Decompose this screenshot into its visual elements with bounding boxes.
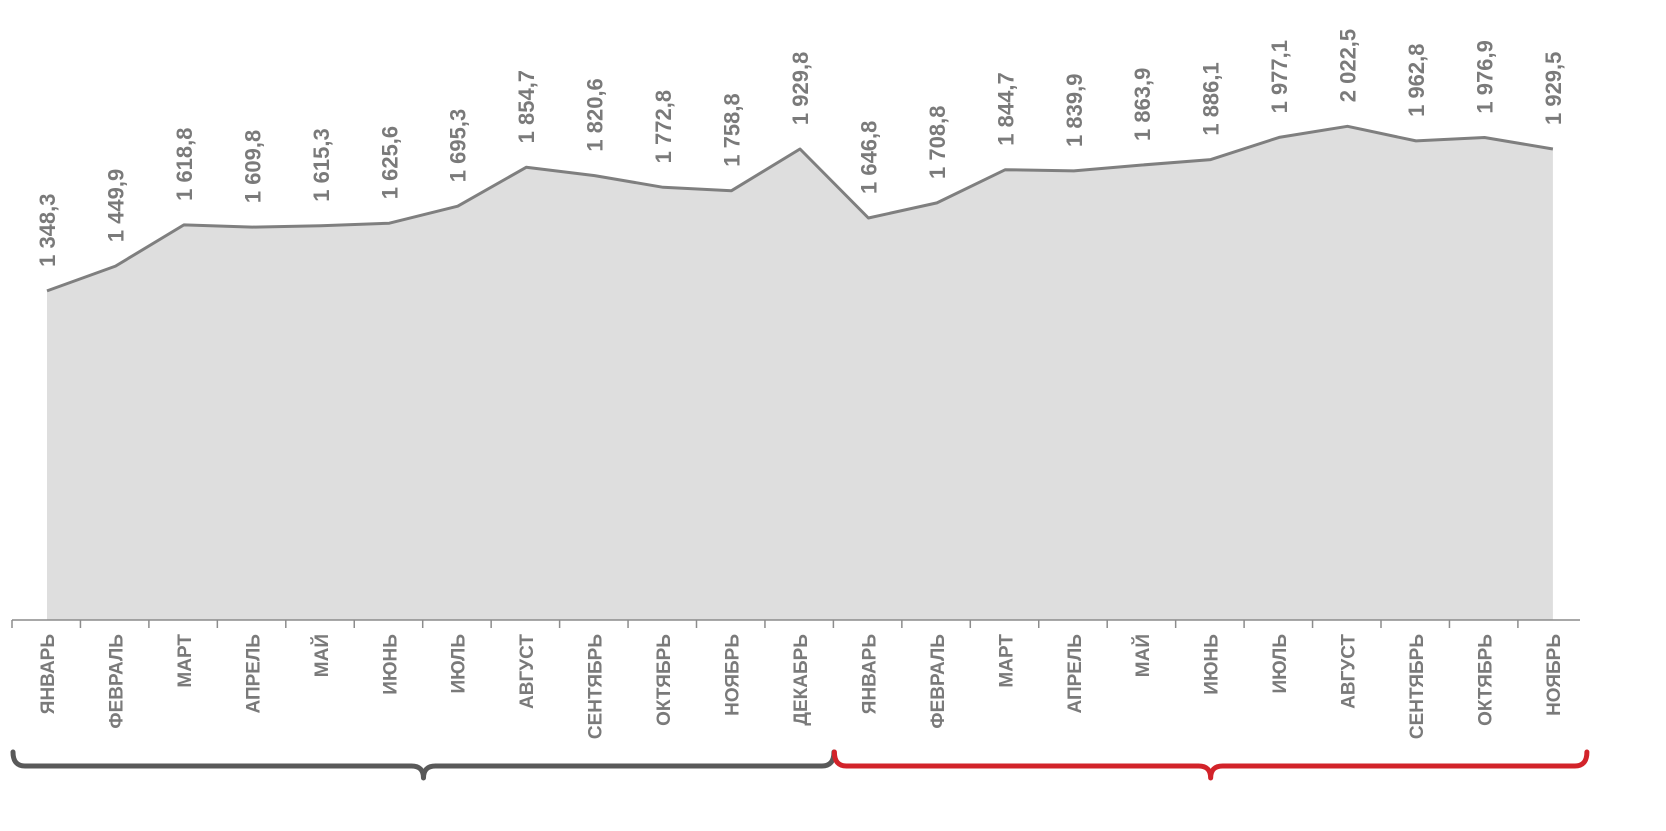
x-tick-label: СЕНТЯБРЬ bbox=[586, 634, 607, 739]
area-fill bbox=[47, 126, 1553, 621]
x-tick-label: ФЕВРАЛЬ bbox=[928, 634, 949, 729]
data-label: 1 929,5 bbox=[1541, 52, 1566, 125]
x-tick-label: НОЯБРЬ bbox=[723, 634, 744, 716]
data-label: 1 977,1 bbox=[1267, 40, 1292, 113]
x-tick-label: МАРТ bbox=[175, 634, 196, 688]
data-label: 1 449,9 bbox=[103, 169, 128, 242]
data-label: 1 820,6 bbox=[583, 78, 608, 151]
year-group-brace bbox=[831, 749, 1590, 781]
data-label: 1 962,8 bbox=[1404, 43, 1429, 116]
data-label: 1 618,8 bbox=[172, 127, 197, 200]
x-tick-label: НОЯБРЬ bbox=[1544, 634, 1565, 716]
data-label: 1 854,7 bbox=[514, 70, 539, 143]
x-tick-label: ЯНВАРЬ bbox=[859, 634, 880, 714]
x-tick-label: ФЕВРАЛЬ bbox=[107, 634, 128, 729]
data-label: 1 758,8 bbox=[719, 93, 744, 166]
x-tick-label: ДЕКАБРЬ bbox=[791, 634, 812, 726]
data-label: 1 615,3 bbox=[309, 128, 334, 201]
x-tick-label: АВГУСТ bbox=[517, 634, 538, 709]
data-label: 1 708,8 bbox=[925, 106, 950, 179]
data-label: 1 863,9 bbox=[1130, 68, 1155, 141]
data-label: 1 625,6 bbox=[377, 126, 402, 199]
data-label: 1 839,9 bbox=[1062, 74, 1087, 147]
x-tick-label: МАЙ bbox=[1132, 634, 1154, 677]
data-label: 2 022,5 bbox=[1336, 29, 1361, 102]
x-tick-label: АПРЕЛЬ bbox=[1065, 634, 1086, 713]
data-label: 1 695,3 bbox=[446, 109, 471, 182]
x-tick-label: МАЙ bbox=[311, 634, 333, 677]
x-tick-label: ИЮЛЬ bbox=[449, 634, 470, 694]
data-label: 1 609,8 bbox=[240, 130, 265, 203]
year-group-brace bbox=[10, 749, 837, 781]
x-tick-label: ЯНВАРЬ bbox=[38, 634, 59, 714]
data-label: 1 929,8 bbox=[788, 52, 813, 125]
x-tick-label: ОКТЯБРЬ bbox=[1476, 634, 1497, 726]
x-tick-label: ОКТЯБРЬ bbox=[654, 634, 675, 726]
data-label: 1 646,8 bbox=[856, 121, 881, 194]
series-line bbox=[46, 124, 1554, 293]
data-label: 1 348,3 bbox=[35, 193, 60, 266]
x-tick-label: ИЮНЬ bbox=[380, 634, 401, 695]
x-tick-label: МАРТ bbox=[996, 634, 1017, 688]
x-tick-label: СЕНТЯБРЬ bbox=[1407, 634, 1428, 739]
x-tick-label: АВГУСТ bbox=[1339, 634, 1360, 709]
data-label: 1 772,8 bbox=[651, 90, 676, 163]
x-tick-label: ИЮЛЬ bbox=[1270, 634, 1291, 694]
x-tick-label: АПРЕЛЬ bbox=[243, 634, 264, 713]
data-label: 1 976,9 bbox=[1472, 40, 1497, 113]
data-label: 1 844,7 bbox=[993, 72, 1018, 145]
x-tick-label: ИЮНЬ bbox=[1202, 634, 1223, 695]
data-label: 1 886,1 bbox=[1199, 62, 1224, 135]
